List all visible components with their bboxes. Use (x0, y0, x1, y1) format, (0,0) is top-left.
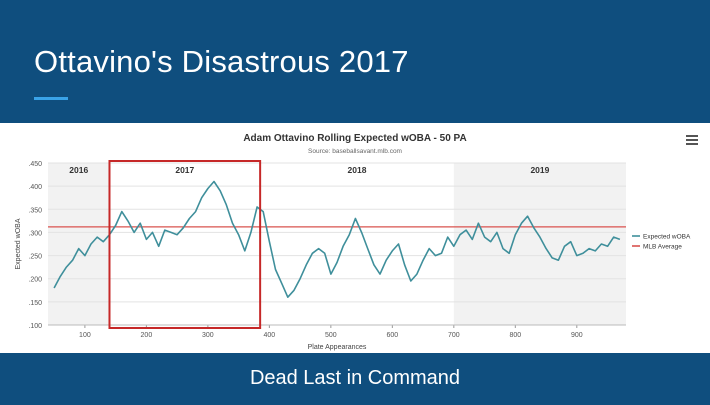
title-underline (34, 97, 68, 100)
x-tick-label: 700 (448, 332, 460, 339)
x-tick-label: 100 (79, 332, 91, 339)
y-tick-label: .450 (28, 161, 42, 168)
x-tick-label: 600 (386, 332, 398, 339)
x-axis-label: Plate Appearances (308, 344, 367, 351)
y-tick-label: .150 (28, 300, 42, 307)
season-label-2019: 2019 (530, 165, 549, 175)
y-tick-label: .100 (28, 323, 42, 330)
slide-footer: Dead Last in Command (0, 353, 710, 405)
x-tick-label: 200 (141, 332, 153, 339)
legend-label-mlb-average: MLB Average (643, 244, 682, 251)
slide-title: Ottavino's Disastrous 2017 (34, 44, 409, 79)
y-tick-label: .350 (28, 207, 42, 214)
chart-title: Adam Ottavino Rolling Expected wOBA - 50… (243, 133, 466, 144)
y-tick-label: .250 (28, 254, 42, 261)
chart-area: .100 .150 .200 .250 .300 .350 .400 .450 100 200 30… (0, 123, 710, 353)
y-tick-label: .300 (28, 230, 42, 237)
xwoba-chart: .100 .150 .200 .250 .300 .350 .400 .450 100 200 30… (15, 133, 691, 351)
footer-caption: Dead Last in Command (249, 367, 461, 389)
x-tick-label: 300 (202, 332, 214, 339)
season-label-2017: 2017 (175, 165, 194, 175)
y-tick-label: .400 (28, 184, 42, 191)
slide-header: Ottavino's Disastrous 2017 (0, 0, 710, 123)
y-tick-label: .200 (28, 277, 42, 284)
x-tick-label: 800 (509, 332, 521, 339)
season-label-2016: 2016 (69, 165, 88, 175)
season-label-2018: 2018 (348, 165, 367, 175)
highlight-2017-box (108, 160, 262, 329)
hamburger-menu-icon[interactable] (686, 135, 698, 146)
x-tick-label: 900 (571, 332, 583, 339)
y-axis-label: Expected wOBA (15, 218, 22, 269)
chart-subtitle: Source: baseballsavant.mlb.com (308, 148, 402, 155)
x-tick-label: 400 (264, 332, 276, 339)
season-band-2016 (48, 163, 110, 325)
legend-label-expected-woba: Expected wOBA (643, 234, 691, 241)
season-band-2019 (453, 163, 626, 325)
x-tick-label: 500 (325, 332, 337, 339)
expected-woba-series-line (53, 180, 621, 298)
